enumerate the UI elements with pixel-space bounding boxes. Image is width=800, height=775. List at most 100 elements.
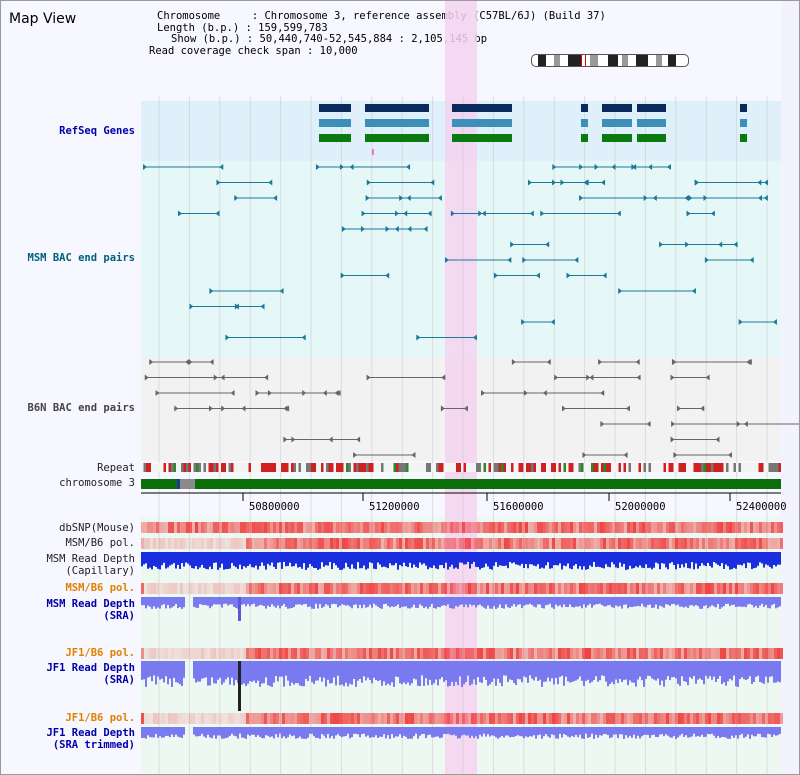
repeat-element	[166, 463, 169, 472]
polymorphism-cell	[588, 648, 591, 659]
depth-bar	[219, 552, 221, 568]
depth-bar	[727, 727, 729, 739]
polymorphism-cell	[246, 538, 249, 549]
repeat-element	[216, 463, 219, 472]
depth-bar	[465, 727, 467, 736]
depth-bar	[731, 661, 733, 681]
polymorphism-cell	[435, 583, 438, 594]
repeat-element	[283, 463, 286, 472]
polymorphism-cell	[477, 713, 480, 724]
depth-bar	[245, 727, 247, 739]
depth-bar	[513, 552, 515, 563]
depth-bar	[341, 727, 343, 738]
polymorphism-cell	[264, 538, 267, 549]
depth-bar	[235, 597, 237, 608]
polymorphism-cell	[579, 538, 582, 549]
polymorphism-cell	[648, 713, 651, 724]
polymorphism-cell	[762, 648, 765, 659]
polymorphism-cell	[771, 648, 774, 659]
depth-bar	[695, 597, 697, 605]
polymorphism-cell	[261, 522, 264, 533]
polymorphism-cell	[453, 713, 456, 724]
repeat-element	[718, 463, 721, 472]
depth-bar	[683, 661, 685, 682]
polymorphism-cell	[567, 648, 570, 659]
polymorphism-cell	[225, 522, 228, 533]
refseq-genes-label[interactable]: RefSeq Genes	[59, 125, 135, 137]
polymorphism-cell	[297, 538, 300, 549]
depth-bar	[223, 552, 225, 570]
depth-bar	[679, 552, 681, 568]
polymorphism-cell	[537, 583, 540, 594]
repeat-element	[271, 463, 274, 472]
msm-bac-label[interactable]: MSM BAC end pairs	[27, 252, 135, 264]
depth-bar	[529, 727, 531, 737]
polymorphism-cell	[336, 713, 339, 724]
gene-block	[319, 104, 351, 112]
repeat-element	[591, 463, 594, 472]
depth-bar	[737, 597, 739, 607]
depth-bar	[291, 661, 293, 683]
b6n-bac-label[interactable]: B6N BAC end pairs	[27, 402, 135, 414]
polymorphism-cell	[210, 583, 213, 594]
depth-bar	[163, 552, 165, 563]
polymorphism-cell	[726, 522, 729, 533]
repeat-element	[226, 463, 229, 472]
polymorphism-cell	[228, 583, 231, 594]
polymorphism-cell	[675, 713, 678, 724]
polymorphism-cell	[252, 538, 255, 549]
polymorphism-cell	[450, 583, 453, 594]
repeat-element	[266, 463, 269, 472]
depth-bar	[371, 552, 373, 564]
polymorphism-cell	[585, 583, 588, 594]
polymorphism-cell	[381, 538, 384, 549]
polymorphism-cell	[351, 713, 354, 724]
depth-bar	[455, 727, 457, 736]
polymorphism-cell	[537, 713, 540, 724]
depth-bar	[651, 552, 653, 570]
polymorphism-cell	[543, 713, 546, 724]
repeat-element	[603, 463, 606, 472]
depth-bar	[685, 661, 687, 682]
polymorphism-cell	[429, 648, 432, 659]
polymorphism-cell	[696, 648, 699, 659]
polymorphism-cell	[627, 648, 630, 659]
polymorphism-cell	[507, 583, 510, 594]
polymorphism-cell	[270, 583, 273, 594]
repeat-element	[701, 463, 704, 472]
polymorphism-cell	[201, 713, 204, 724]
polymorphism-cell	[177, 538, 180, 549]
bac-end	[601, 179, 606, 186]
polymorphism-cell	[711, 583, 714, 594]
depth-bar	[329, 597, 331, 609]
repeat-element	[761, 463, 764, 472]
polymorphism-cell	[522, 713, 525, 724]
polymorphism-cell	[438, 713, 441, 724]
bac-end	[545, 241, 550, 248]
depth-bar	[309, 661, 311, 676]
depth-bar	[413, 727, 415, 737]
depth-bar	[359, 597, 361, 605]
chromosome-idiogram[interactable]	[531, 54, 689, 67]
region-cursor[interactable]	[581, 55, 586, 66]
polymorphism-cell	[396, 648, 399, 659]
polymorphism-cell	[306, 583, 309, 594]
depth-bar	[607, 727, 609, 736]
depth-bar	[631, 597, 633, 608]
depth-bar	[617, 727, 619, 739]
polymorphism-cell	[240, 583, 243, 594]
polymorphism-cell	[171, 648, 174, 659]
depth-bar	[271, 552, 273, 563]
repeat-element	[458, 463, 461, 472]
polymorphism-cell	[633, 648, 636, 659]
depth-bar	[595, 552, 597, 567]
polymorphism-cell	[477, 522, 480, 533]
bac-end	[695, 179, 700, 186]
depth-bar	[289, 727, 291, 735]
polymorphism-cell	[483, 522, 486, 533]
depth-bar	[497, 552, 499, 567]
depth-bar	[519, 727, 521, 737]
depth-bar	[767, 661, 769, 683]
